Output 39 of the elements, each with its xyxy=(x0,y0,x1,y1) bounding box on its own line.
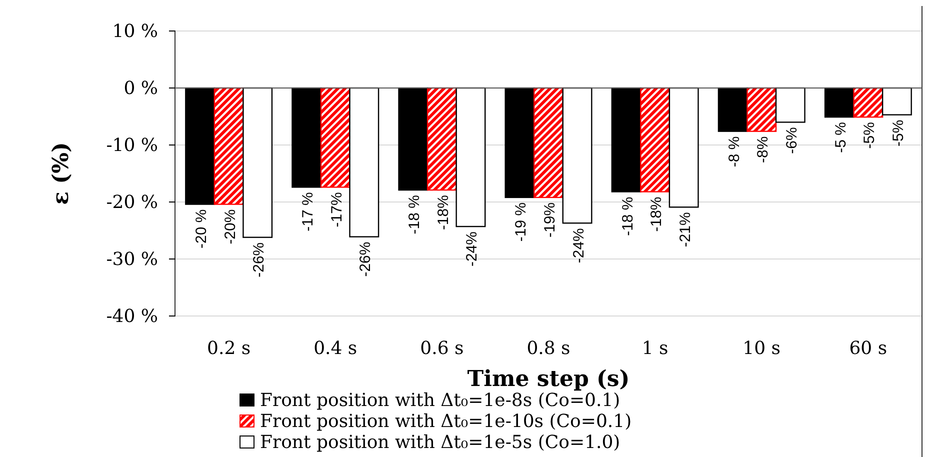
y-axis-title: ε (%) xyxy=(48,142,74,205)
data-label: -24% xyxy=(464,232,481,267)
x-tick-label: 60 s xyxy=(849,338,888,359)
y-tick-label: -40 % xyxy=(106,306,158,327)
legend-label: Front position with Δt₀=1e-8s (Co=0.1) xyxy=(260,390,620,411)
data-label: -6% xyxy=(783,127,800,154)
data-label: -18 % xyxy=(406,195,424,234)
data-label: -19 % xyxy=(512,202,530,242)
data-label: -19% xyxy=(542,202,558,238)
data-label: -5% xyxy=(890,120,907,146)
x-tick-label: 0.2 s xyxy=(207,338,251,359)
data-label: -24% xyxy=(570,228,588,264)
data-label: -8% xyxy=(754,136,772,164)
data-label: -18 % xyxy=(619,196,636,236)
y-tick-label: 10 % xyxy=(112,20,158,42)
y-tick-label: -30 % xyxy=(106,248,158,270)
data-label: -17% xyxy=(328,192,346,228)
y-tick-label: 0 % xyxy=(124,78,158,99)
y-tick-label: -10 % xyxy=(106,134,158,156)
data-label: -20 % xyxy=(193,209,210,248)
data-label: -5% xyxy=(861,122,878,149)
data-label: -21% xyxy=(676,212,694,248)
data-label: -17 % xyxy=(300,192,317,232)
data-label: -8 % xyxy=(726,136,743,168)
data-label: -18% xyxy=(648,196,666,232)
data-label: -26% xyxy=(357,242,374,277)
data-label: -18% xyxy=(434,195,452,230)
legend-label: Front position with Δt₀=1e-5s (Co=1.0) xyxy=(260,432,620,453)
legend-label: Front position with Δt₀=1e-10s (Co=0.1) xyxy=(260,411,632,432)
x-tick-label: 0.6 s xyxy=(420,338,464,359)
data-label: -20% xyxy=(222,209,239,244)
x-tick-label: 1 s xyxy=(642,338,668,359)
y-tick-label: -20 % xyxy=(106,192,158,213)
x-tick-label: 0.4 s xyxy=(314,338,358,359)
data-label: -26% xyxy=(250,242,268,278)
x-tick-label: 10 s xyxy=(742,338,781,359)
x-axis-title: Time step (s) xyxy=(467,366,630,392)
data-label: -5 % xyxy=(832,122,850,153)
x-tick-label: 0.8 s xyxy=(526,338,570,359)
